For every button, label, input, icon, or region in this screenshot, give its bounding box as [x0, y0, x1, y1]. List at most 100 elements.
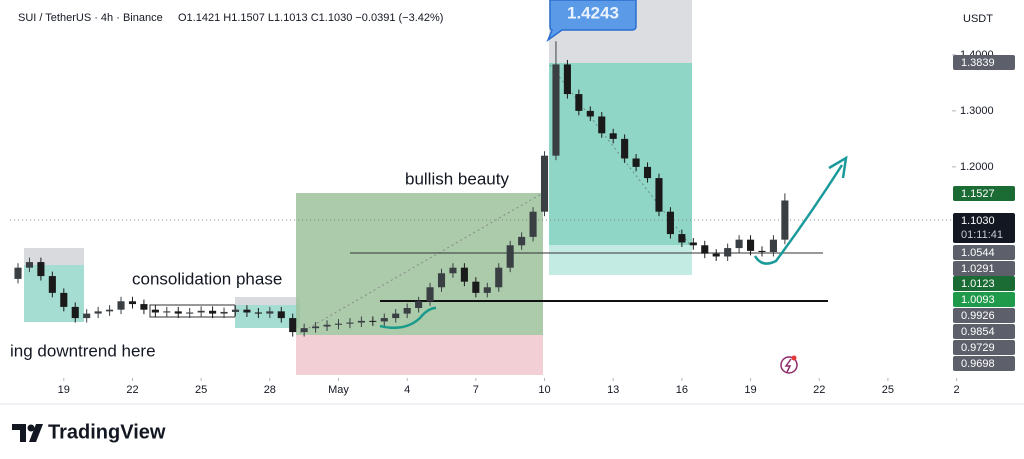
x-tick-label: May: [328, 384, 349, 396]
annotation: bullish beauty: [405, 169, 509, 188]
candle-body: [289, 318, 297, 333]
candle-body: [426, 287, 434, 302]
box: [296, 193, 543, 335]
candle-body: [575, 94, 583, 111]
candle-body: [472, 281, 480, 293]
candle-body: [758, 250, 766, 252]
candle-body: [220, 311, 228, 314]
candle-body: [529, 211, 537, 237]
x-tick-label: 10: [538, 384, 550, 396]
candle-body: [357, 320, 365, 323]
candle-body: [231, 309, 240, 312]
y-tick-label: 1.3000: [960, 105, 994, 117]
candle-body: [403, 308, 411, 314]
candle-body: [140, 304, 148, 310]
x-tick-label: 25: [195, 384, 207, 396]
candle-body: [300, 328, 308, 333]
price-tag: [953, 186, 1015, 201]
candle-body: [14, 267, 22, 279]
candles: [14, 41, 789, 337]
candle-body: [174, 311, 182, 314]
price-tag-label: 0.9698: [961, 358, 995, 370]
candle-body: [128, 301, 137, 305]
candle-body: [254, 312, 262, 314]
candle-body: [209, 310, 217, 314]
candle-body: [48, 276, 56, 293]
icon: [791, 355, 797, 361]
price-tag: [953, 308, 1015, 323]
candle-body: [83, 313, 91, 319]
candle-body: [460, 267, 468, 282]
candle-body: [666, 211, 674, 235]
candle-body: [609, 133, 617, 139]
chart-title: SUI / TetherUS · 4h · Binance: [18, 12, 163, 24]
price-tag: [953, 292, 1015, 307]
candle-body: [323, 324, 331, 327]
candle-body: [678, 234, 686, 243]
price-tag: [953, 276, 1015, 291]
candle-body: [449, 267, 457, 274]
candle-body: [334, 323, 343, 325]
currency: USDT: [963, 13, 993, 25]
candle-body: [712, 253, 720, 257]
candle-body: [346, 322, 354, 324]
candle-body: [380, 318, 388, 322]
candle-body: [117, 301, 125, 310]
trend-line: [549, 64, 691, 246]
candle-body: [106, 309, 114, 312]
price-tag-label: 1.1030: [961, 215, 995, 227]
candle-body: [506, 245, 514, 268]
candle-body: [37, 262, 45, 277]
candle-body: [632, 158, 640, 167]
candle-body: [94, 311, 102, 314]
price-tag-label: 1.0123: [961, 278, 995, 290]
x-tick-label: 16: [676, 384, 688, 396]
ohlc-values: O1.1421 H1.1507 L1.1013 C1.1030 −0.0391 …: [178, 12, 443, 24]
price-tag-label: 0.9926: [961, 310, 995, 322]
peak-callout: [546, 0, 637, 43]
x-tick-label: 4: [404, 384, 410, 396]
candle-body: [25, 262, 34, 268]
candle-body: [518, 236, 526, 246]
candle-body: [769, 239, 777, 252]
countdown: 01:11:41: [961, 229, 1003, 241]
y-tick-label: 1.2000: [960, 161, 994, 173]
price-tags: 1.3839 1.1527 1.1030 01:11:41 1.0544 1.0291 1.…: [953, 55, 1015, 371]
candle-body: [735, 239, 743, 249]
candle-body: [563, 64, 571, 95]
candle-body: [689, 242, 697, 246]
x-tick-label: 22: [813, 384, 825, 396]
x-tick-label: 22: [126, 384, 138, 396]
candle-body: [197, 310, 205, 313]
arrow-head: [828, 155, 848, 179]
x-tick-label: 2: [954, 384, 960, 396]
icon: [784, 358, 792, 373]
candle-body: [312, 326, 320, 329]
box: [235, 297, 300, 305]
x-tick-label: 19: [744, 384, 756, 396]
price-tag-label: 1.0093: [961, 294, 995, 306]
x-tick-label: 19: [58, 384, 70, 396]
candle-body: [598, 116, 606, 134]
price-tag-label: 1.3839: [961, 57, 995, 69]
candle-body: [495, 267, 503, 288]
annotation: ing downtrend here: [10, 341, 156, 360]
price-tag: [953, 55, 1015, 70]
box: [296, 335, 543, 375]
candle-body: [781, 200, 789, 240]
candle-body: [151, 309, 159, 313]
annotation: consolidation phase: [132, 269, 282, 288]
price-tag: [953, 356, 1015, 371]
candle-body: [71, 306, 79, 319]
candle-body: [415, 301, 423, 308]
brand-logo: [27, 424, 35, 432]
candle-body: [163, 311, 171, 313]
candle-body: [483, 287, 491, 293]
candle-body: [243, 309, 251, 313]
candle-body: [552, 64, 560, 156]
icon: [780, 356, 798, 374]
price-tag-label: 1.0544: [961, 247, 995, 259]
price-tag: [953, 245, 1015, 260]
peak-label: 1.4243: [567, 3, 619, 22]
